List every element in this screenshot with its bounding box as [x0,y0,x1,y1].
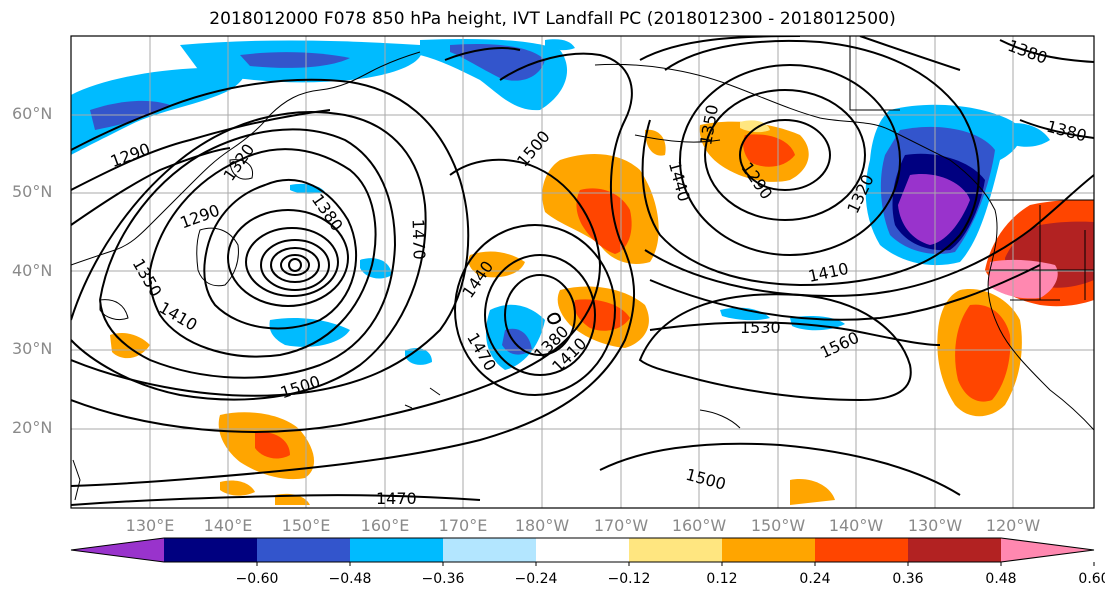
colorbar-cell [908,538,1002,562]
colorbar-cell [257,538,351,562]
lat-label: 60°N [12,104,53,123]
lon-label: 150°E [281,516,331,535]
colorbar-tick-label: 0.36 [892,571,924,587]
coastlines [71,36,1094,501]
colorbar-outline [70,537,1095,563]
colorbar-tick-label: 0.12 [706,571,738,587]
height-contours [71,36,1094,506]
colorbar-extend-low [71,538,164,562]
lon-label: 150°W [750,516,806,535]
lon-label: 120°W [985,516,1041,535]
lat-label: 40°N [12,261,53,280]
colorbar-cell [536,538,630,562]
contour-label: 1530 [740,318,781,337]
lon-label: 130°E [125,516,175,535]
colorbar-tick-label: −0.60 [235,571,279,587]
contour-label: 1470 [376,489,417,508]
map-frame [70,35,1095,509]
colorbar-cell [443,538,537,562]
colorbar-tick-label: −0.12 [607,571,651,587]
colorbar-cell [350,538,444,562]
lon-label: 140°W [828,516,884,535]
lat-label: 20°N [12,418,53,437]
lon-label: 130°W [907,516,963,535]
lon-label: 140°E [203,516,253,535]
colorbar-tick-label: −0.36 [421,571,465,587]
colorbar-cell [629,538,723,562]
colorbar-tick-label: 0.48 [985,571,1017,587]
colorbar-tick-label: −0.48 [328,571,372,587]
colorbar-cell [164,538,258,562]
lon-label: 180°W [514,516,570,535]
colorbar-tick-label: −0.24 [514,571,558,587]
lon-label: 170°W [593,516,649,535]
colorbar-cell [815,538,909,562]
colorbar-tick-label: 0.24 [799,571,831,587]
colorbar-extend-high [1001,538,1094,562]
lon-label: 160°E [360,516,410,535]
ivt-negative-shading [71,39,1050,370]
colorbar-tick-label: 0.60 [1078,571,1105,587]
lon-label: 170°E [438,516,488,535]
contour-label: 1470 [408,219,428,260]
lat-label: 50°N [12,182,53,201]
colorbar-cell [722,538,816,562]
map-title: 2018012000 F078 850 hPa height, IVT Land… [209,9,896,29]
lat-label: 30°N [12,339,53,358]
lon-label: 160°W [671,516,727,535]
